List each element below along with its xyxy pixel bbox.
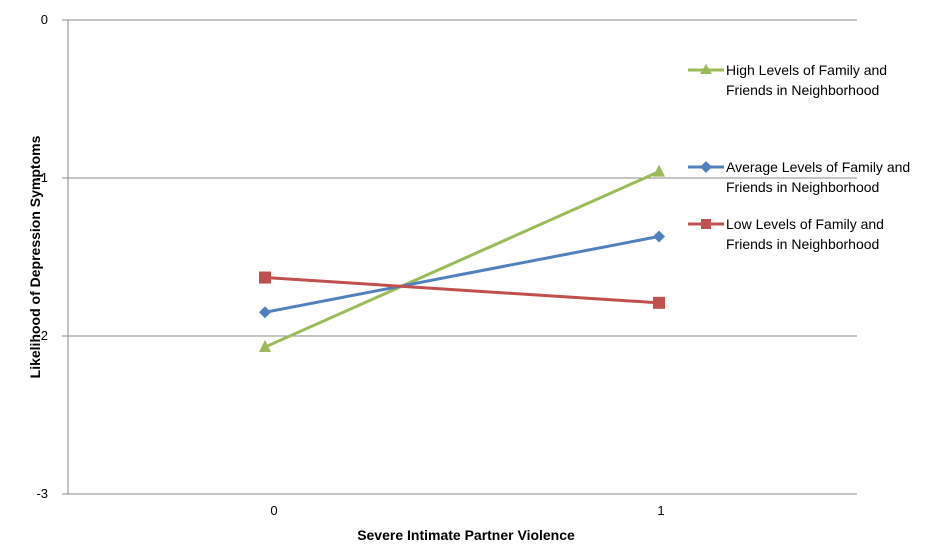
y-tick-label: -1	[36, 170, 48, 185]
legend-item-high: High Levels of Family and Friends in Nei…	[688, 60, 920, 100]
data-point-square	[653, 296, 665, 309]
series-line	[264, 234, 660, 314]
legend-label-low: Low Levels of Family and Friends in Neig…	[726, 216, 884, 252]
series-line	[264, 276, 660, 305]
y-axis-title: Likelihood of Depression Symptoms	[27, 135, 43, 378]
y-tick-label: -2	[36, 328, 48, 343]
y-axis-ticks: 0 -1 -2 -3	[36, 12, 48, 501]
data-point-diamond	[653, 230, 665, 243]
data-point-triangle	[259, 340, 271, 353]
y-tick-label: 0	[41, 12, 48, 27]
series-line	[264, 170, 660, 349]
data-point-triangle	[653, 164, 665, 177]
data-point-square	[259, 271, 271, 284]
legend-item-average: Average Levels of Family and Friends in …	[688, 157, 920, 197]
x-tick-label: 1	[657, 503, 664, 518]
legend-swatch-high	[688, 64, 724, 74]
legend: High Levels of Family and Friends in Nei…	[688, 60, 920, 254]
legend-item-low: Low Levels of Family and Friends in Neig…	[688, 214, 920, 254]
legend-label-high: High Levels of Family and Friends in Nei…	[726, 62, 888, 98]
series-group	[259, 164, 665, 353]
legend-label-average: Average Levels of Family and Friends in …	[726, 159, 911, 195]
y-tick-label: -3	[36, 486, 48, 501]
legend-swatch-low	[688, 219, 724, 229]
grid-lines	[62, 19, 857, 495]
legend-swatch-average	[688, 161, 724, 173]
x-tick-label: 0	[270, 503, 277, 518]
data-point-diamond	[259, 306, 271, 319]
x-axis-title: Severe Intimate Partner Violence	[357, 527, 575, 543]
